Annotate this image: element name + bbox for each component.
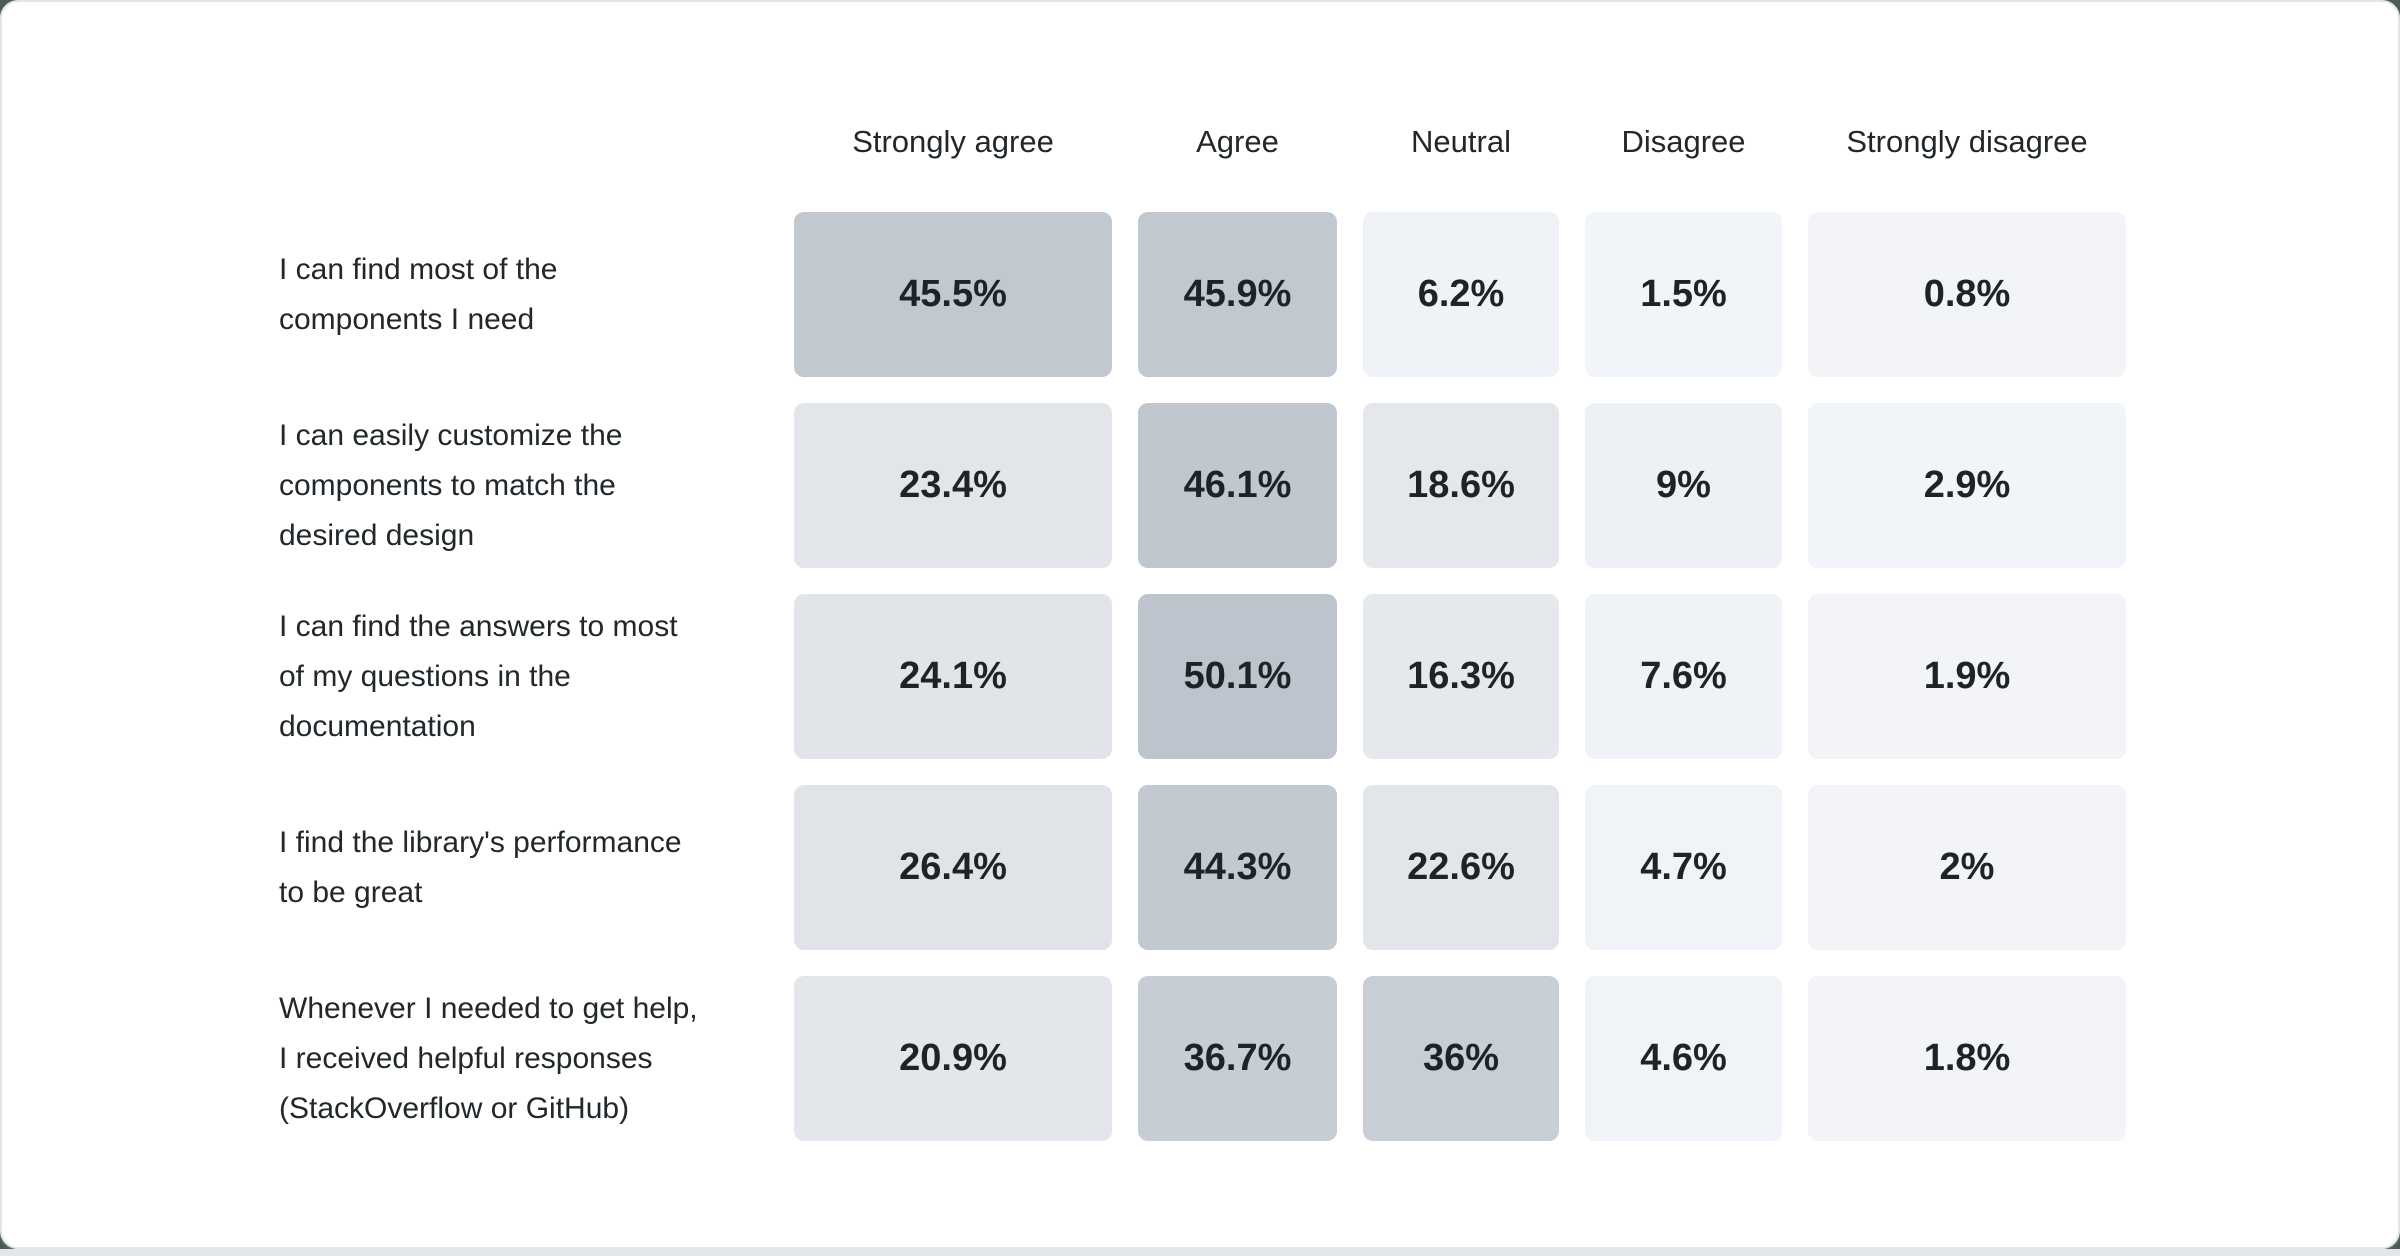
- heatmap-cell: 2.9%: [1808, 403, 2126, 568]
- row-label-line: desired design: [279, 518, 475, 552]
- bottom-edge-band: [0, 1249, 2400, 1256]
- column-header-strongly-disagree: Strongly disagree: [1846, 124, 2088, 159]
- column-header-disagree: Disagree: [1621, 124, 1746, 159]
- row-label: I can easily customize the components to …: [279, 403, 768, 568]
- corner-spacer: [279, 2, 768, 186]
- heatmap-cell: 23.4%: [794, 403, 1112, 568]
- heatmap-cell: 6.2%: [1363, 212, 1559, 377]
- row-label-line: I can easily customize the: [279, 418, 623, 452]
- heatmap-cell: 36.7%: [1138, 976, 1337, 1141]
- heatmap-cell: 24.1%: [794, 594, 1112, 759]
- row-label-line: I can find the answers to most: [279, 609, 678, 643]
- heatmap-cell: 16.3%: [1363, 594, 1559, 759]
- heatmap-cell: 4.6%: [1585, 976, 1782, 1141]
- column-header-neutral: Neutral: [1411, 124, 1511, 159]
- row-label-line: documentation: [279, 709, 476, 743]
- heatmap-cell: 45.5%: [794, 212, 1112, 377]
- heatmap-cell: 50.1%: [1138, 594, 1337, 759]
- heatmap-cell: 9%: [1585, 403, 1782, 568]
- row-label-line: I can find most of the: [279, 252, 558, 286]
- row-label-line: I received helpful responses: [279, 1041, 653, 1075]
- row-label: Whenever I needed to get help, I received…: [279, 976, 768, 1141]
- heatmap-cell: 7.6%: [1585, 594, 1782, 759]
- row-label-line: to be great: [279, 875, 423, 909]
- row-label-line: (StackOverflow or GitHub): [279, 1091, 630, 1125]
- heatmap-cell: 1.5%: [1585, 212, 1782, 377]
- heatmap-cell: 46.1%: [1138, 403, 1337, 568]
- row-label: I find the library's performance to be gr…: [279, 785, 768, 950]
- column-header-strongly-agree: Strongly agree: [852, 124, 1054, 159]
- row-label-line: components I need: [279, 302, 535, 336]
- heatmap-cell: 22.6%: [1363, 785, 1559, 950]
- heatmap-cell: 1.9%: [1808, 594, 2126, 759]
- row-label-line: components to match the: [279, 468, 616, 502]
- heatmap-cell: 26.4%: [794, 785, 1112, 950]
- heatmap-cell: 44.3%: [1138, 785, 1337, 950]
- heatmap-cell: 18.6%: [1363, 403, 1559, 568]
- row-label-line: of my questions in the: [279, 659, 571, 693]
- heatmap-table: Strongly agree Agree Neutral Disagree Strong…: [279, 2, 2126, 1141]
- row-label-line: I find the library's performance: [279, 825, 682, 859]
- heatmap-cell: 0.8%: [1808, 212, 2126, 377]
- row-label: I can find the answers to most of my ques…: [279, 594, 768, 759]
- heatmap-cell: 4.7%: [1585, 785, 1782, 950]
- heatmap-cell: 2%: [1808, 785, 2126, 950]
- row-label-line: Whenever I needed to get help,: [279, 991, 698, 1025]
- row-label: I can find most of the components I need: [279, 212, 768, 377]
- heatmap-cell: 20.9%: [794, 976, 1112, 1141]
- column-header-agree: Agree: [1196, 124, 1279, 159]
- heatmap-cell: 36%: [1363, 976, 1559, 1141]
- heatmap-cell: 1.8%: [1808, 976, 2126, 1141]
- heatmap-cell: 45.9%: [1138, 212, 1337, 377]
